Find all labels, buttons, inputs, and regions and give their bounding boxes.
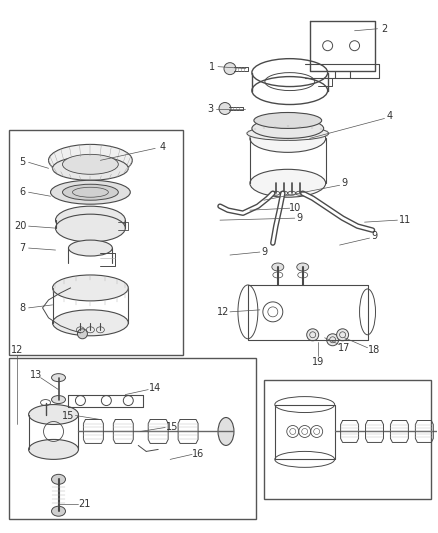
Ellipse shape xyxy=(53,156,128,180)
Text: 15: 15 xyxy=(166,423,178,432)
Text: 12: 12 xyxy=(217,307,229,317)
Ellipse shape xyxy=(28,439,78,459)
Circle shape xyxy=(327,334,339,346)
Text: 21: 21 xyxy=(78,499,91,509)
Text: 3: 3 xyxy=(207,103,213,114)
Bar xyxy=(9,358,256,519)
Ellipse shape xyxy=(52,474,66,484)
Ellipse shape xyxy=(50,180,130,204)
Ellipse shape xyxy=(218,417,234,446)
Circle shape xyxy=(219,102,231,115)
Circle shape xyxy=(307,329,319,341)
Circle shape xyxy=(337,329,349,341)
Bar xyxy=(9,131,183,355)
Ellipse shape xyxy=(254,112,321,128)
Text: 7: 7 xyxy=(20,243,26,253)
Ellipse shape xyxy=(56,214,125,242)
Text: 1: 1 xyxy=(209,62,215,71)
Ellipse shape xyxy=(63,184,118,200)
Circle shape xyxy=(224,63,236,75)
Circle shape xyxy=(78,329,88,339)
Ellipse shape xyxy=(49,144,132,176)
Text: 19: 19 xyxy=(311,357,324,367)
Ellipse shape xyxy=(250,124,326,152)
Text: 4: 4 xyxy=(386,111,392,122)
Text: 5: 5 xyxy=(20,157,26,167)
Text: 15: 15 xyxy=(62,410,74,421)
Ellipse shape xyxy=(53,310,128,336)
Ellipse shape xyxy=(52,374,66,382)
Bar xyxy=(264,379,431,499)
Text: 14: 14 xyxy=(149,383,161,393)
Text: 2: 2 xyxy=(381,24,388,34)
Ellipse shape xyxy=(28,405,78,424)
Ellipse shape xyxy=(250,169,326,197)
Text: 9: 9 xyxy=(371,231,378,241)
Text: 18: 18 xyxy=(368,345,381,355)
Ellipse shape xyxy=(297,263,309,271)
Ellipse shape xyxy=(52,506,66,516)
Ellipse shape xyxy=(68,240,112,256)
Ellipse shape xyxy=(56,206,125,234)
Text: 13: 13 xyxy=(29,370,42,379)
Text: 10: 10 xyxy=(289,203,301,213)
Text: 8: 8 xyxy=(20,303,26,313)
Text: 12: 12 xyxy=(11,345,23,355)
Text: 9: 9 xyxy=(297,213,303,223)
Ellipse shape xyxy=(53,275,128,301)
Text: 4: 4 xyxy=(159,142,165,152)
Text: 9: 9 xyxy=(342,178,348,188)
Ellipse shape xyxy=(247,126,328,140)
Ellipse shape xyxy=(63,155,118,174)
Ellipse shape xyxy=(252,118,324,139)
Text: 11: 11 xyxy=(399,215,412,225)
Text: 6: 6 xyxy=(20,187,26,197)
Text: 17: 17 xyxy=(339,343,351,353)
Ellipse shape xyxy=(272,263,284,271)
Text: 20: 20 xyxy=(14,221,27,231)
Text: 16: 16 xyxy=(192,449,204,459)
Text: 9: 9 xyxy=(262,247,268,257)
Ellipse shape xyxy=(52,395,66,403)
